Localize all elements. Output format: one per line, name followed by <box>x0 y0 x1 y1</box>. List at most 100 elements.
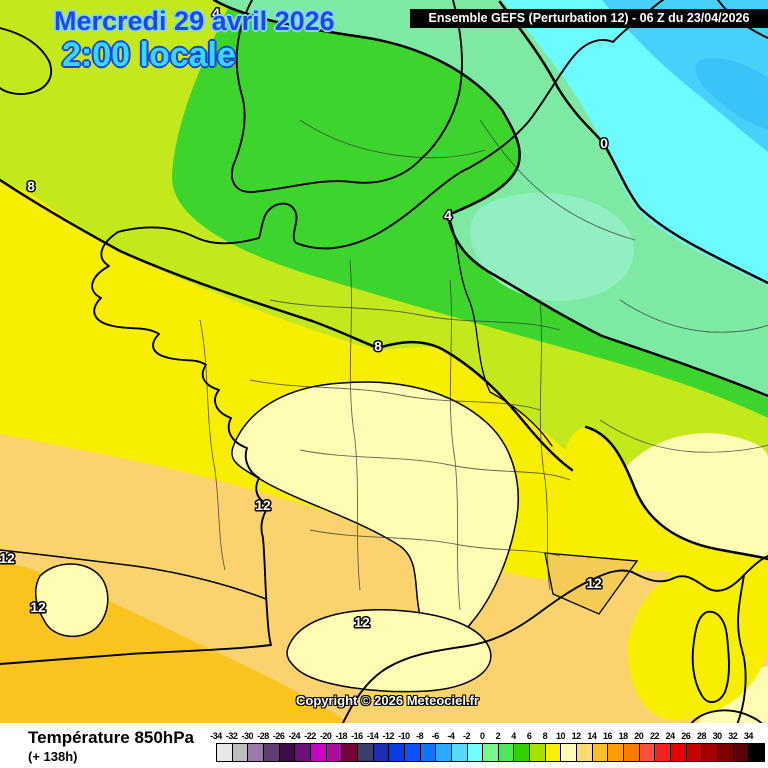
colorbar-tick-label: -6 <box>431 731 440 741</box>
contour-label: 12 <box>586 575 602 591</box>
colorbar-tick-label: 28 <box>696 731 707 741</box>
colorbar: -34 -32 -30 -28 -26 -24 -22 -20 -18 -16 -14 -12 -10-… <box>210 731 765 765</box>
colorbar-cell <box>278 744 295 761</box>
copyright-label: Copyright © 2026 Meteociel.fr <box>296 693 479 708</box>
colorbar-tick-label: -30 <box>241 731 254 741</box>
colorbar-cell <box>388 744 404 761</box>
region-seafoam-band <box>214 0 768 398</box>
coast-corsica <box>691 610 730 703</box>
coast-sardinia <box>689 709 764 725</box>
colorbar-cell <box>654 744 671 761</box>
colorbar-cell <box>435 744 451 761</box>
region-cream-central <box>231 381 519 641</box>
coast-ireland <box>0 27 53 95</box>
contour-label: 8 <box>27 178 35 194</box>
contour-8 <box>0 178 574 472</box>
region-darkcyan-band <box>602 0 768 152</box>
colorbar-tick-label: -10 <box>398 731 410 741</box>
colorbar-tick-label: 26 <box>681 731 691 741</box>
colorbar-cell <box>560 744 577 761</box>
colorbar-tick-label: -34 <box>210 731 222 741</box>
colorbar-cell <box>466 744 483 761</box>
region-green-band <box>171 0 768 418</box>
colorbar-tick-label: -28 <box>257 731 269 741</box>
colorbar-tick-label: 14 <box>587 731 597 741</box>
colorbar-tick-label: 32 <box>728 731 738 741</box>
colorbar-cell <box>403 744 420 761</box>
region-yellow-po-tongue <box>565 427 768 598</box>
region-provence-gold <box>544 552 639 615</box>
colorbar-tick-label: 2 <box>495 731 501 741</box>
colorbar-tick-label: 30 <box>712 731 723 741</box>
region-yellowgreen-band <box>0 0 768 552</box>
colorbar-tick-label: 24 <box>665 731 676 741</box>
contour-label: 4 <box>212 5 220 21</box>
region-mint-patch <box>470 192 635 301</box>
colorbar-cell <box>638 744 655 761</box>
colorbar-cell <box>217 744 232 761</box>
contour-0 <box>498 0 768 285</box>
colorbar-cell <box>497 744 514 761</box>
forecast-date-label: Mercredi 29 avril 2026 <box>54 6 335 36</box>
contour-label: 12 <box>30 599 46 615</box>
model-run-titlebar: Ensemble GEFS (Perturbation 12) - 06 Z d… <box>410 9 768 28</box>
colorbar-tick-label: -14 <box>366 731 379 741</box>
colorbar-tick-label: -2 <box>463 731 471 741</box>
colorbar-tick-label: -26 <box>272 731 285 741</box>
contour-labels: 4 0 4 8 8 12 12 12 12 12 <box>0 4 610 632</box>
colorbar-cell <box>717 744 733 761</box>
coast-spain-north <box>0 644 272 665</box>
colorbar-tick-label: 10 <box>556 731 566 741</box>
colorbar-cell <box>419 744 436 761</box>
colorbar-tick-label: 18 <box>618 731 629 741</box>
region-cream-biscay-blob <box>34 563 109 638</box>
contour-label: 12 <box>0 550 15 566</box>
colorbar-tick-label: 22 <box>649 731 660 741</box>
colorbar-labels: -34 -32 -30 -28 -26 -24 -22 -20 -18 -16 -14 -12 -10-… <box>210 731 765 742</box>
colorbar-tick-label: -32 <box>225 731 238 741</box>
coastlines <box>0 0 768 725</box>
parameter-title: Température 850hPa <box>28 728 194 747</box>
colorbar-cell <box>670 744 686 761</box>
colorbar-cell <box>513 744 530 761</box>
colorbar-tick-label: 6 <box>526 731 532 741</box>
region-corner-blue <box>695 58 768 130</box>
colorbar-tick-label: 4 <box>511 731 516 741</box>
legend-bar: Température 850hPa (+ 138h) -34 -32 -30 -28… <box>0 723 768 768</box>
colorbar-cell <box>325 744 342 761</box>
coast-mediterranean <box>341 555 768 725</box>
colorbar-tick-label: -4 <box>447 731 455 741</box>
colorbar-cell <box>732 744 749 761</box>
colorbar-cell <box>262 744 279 761</box>
forecast-hour-label: (+ 138h) <box>28 749 78 764</box>
colorbar-tick-label: -16 <box>351 731 363 741</box>
contour-12 <box>0 549 267 600</box>
contour-label: 12 <box>255 497 271 513</box>
region-cream-pyrenees <box>286 609 492 693</box>
temperature-contours <box>0 0 768 600</box>
colorbar-cell <box>341 744 357 761</box>
colorbar-cell <box>591 744 608 761</box>
colorbar-tick-label: 16 <box>602 731 613 741</box>
colorbar-cell <box>309 744 326 761</box>
colorbar-tick-label: 8 <box>542 731 548 741</box>
colorbar-cell <box>701 744 717 761</box>
colorbar-tick-label: -20 <box>319 731 332 741</box>
coast-italy-west <box>736 574 747 725</box>
colorbar-tick-label: -22 <box>304 731 316 741</box>
colorbar-cell <box>482 744 498 761</box>
contour-4 <box>212 0 768 398</box>
contour-label: 8 <box>374 338 382 354</box>
colorbar-tick-label: -18 <box>335 731 348 741</box>
contour-8-po <box>584 425 768 561</box>
forecast-time-label: 2:00 locale <box>62 36 236 74</box>
colorbar-cell <box>685 744 702 761</box>
colorbar-cell <box>372 744 389 761</box>
coast-channel-north <box>117 0 664 250</box>
colorbar-cell <box>544 744 561 761</box>
contour-label: 0 <box>600 135 608 151</box>
temperature-map: 4 0 4 8 8 12 12 12 12 12 <box>0 0 768 725</box>
map-area: 4 0 4 8 8 12 12 12 12 12 Mercredi 29 avril 2026 2… <box>0 0 768 725</box>
colorbar-cell <box>529 744 545 761</box>
